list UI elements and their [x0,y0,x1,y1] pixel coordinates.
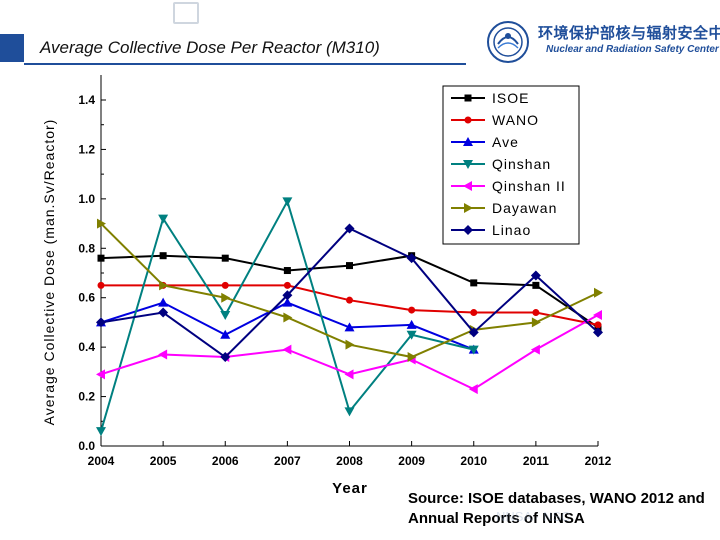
data-point-isoe [97,254,105,262]
data-point-linao [96,317,106,328]
x-tick-label: 2004 [88,454,115,468]
data-point-qinshan [220,311,231,321]
legend-label-ave: Ave [492,134,519,150]
decorative-square [173,2,199,24]
data-point-dayawan [407,352,417,363]
y-tick-label: 0.8 [78,241,95,255]
data-point-linao [406,253,417,264]
x-tick-label: 2008 [336,454,363,468]
data-point-isoe [221,254,229,262]
y-tick-label: 0.0 [78,439,95,453]
data-point-wano [97,281,105,289]
y-tick-label: 1.4 [78,93,95,107]
data-point-dayawan [159,280,169,291]
data-point-qinshan [406,330,417,340]
legend-marker-qinshan-ii [463,181,472,191]
data-point-qinshan-ii [530,344,540,355]
y-tick-label: 0.4 [78,340,95,354]
x-tick-label: 2005 [150,454,177,468]
x-tick-label: 2011 [523,454,549,468]
data-point-ave [220,329,231,339]
y-axis-title: Average Collective Dose (man.Sv/Reactor) [41,119,57,426]
data-point-qinshan [96,427,106,437]
data-point-ave [282,297,293,307]
nrsc-logo-icon [487,21,529,63]
data-point-qinshan [158,214,169,224]
legend-label-qinshan: Qinshan [492,156,551,172]
data-point-dayawan [97,218,106,229]
data-point-linao [530,270,541,281]
x-tick-label: 2006 [212,454,239,468]
slide-title: Average Collective Dose Per Reactor (M31… [40,38,380,57]
data-point-linao [220,352,231,363]
x-tick-label: 2007 [274,454,301,468]
data-point-wano [594,321,602,329]
data-point-linao [593,327,603,338]
y-tick-label: 1.0 [78,192,95,206]
source-note: Source: ISOE databases, WANO 2012 and An… [408,490,705,527]
data-point-isoe [532,281,540,289]
data-point-ave [158,297,169,307]
data-point-qinshan [468,345,479,355]
title-accent-bar [0,34,24,62]
header-bar [0,0,720,80]
data-point-wano [470,309,478,317]
data-point-wano [346,296,353,304]
x-tick-label: 2009 [398,454,425,468]
legend-label-wano: WANO [492,112,539,128]
legend-label-dayawan: Dayawan [492,200,557,216]
data-point-qinshan-ii [344,369,354,380]
data-point-wano [283,281,291,289]
data-point-dayawan [345,339,355,350]
data-point-qinshan-ii [593,310,602,321]
legend-marker-wano [464,116,472,124]
data-point-linao [468,327,479,338]
data-point-isoe [346,262,353,270]
legend-label-linao: Linao [492,222,531,238]
legend-marker-dayawan [464,203,473,213]
data-point-dayawan [283,312,293,323]
org-name-english: Nuclear and Radiation Safety Center [546,44,719,55]
data-point-qinshan-ii [282,344,292,355]
data-point-qinshan-ii [158,349,168,360]
legend-marker-linao [463,225,473,235]
data-point-isoe [159,252,167,260]
data-point-dayawan [531,317,541,328]
org-name-chinese: 环境保护部核与辐射安全中心 [538,25,720,42]
y-tick-label: 0.2 [78,390,95,404]
x-tick-label: 2012 [585,454,612,468]
data-point-isoe [283,267,291,275]
y-tick-label: 1.2 [78,142,95,156]
legend-marker-qinshan [463,160,473,169]
data-point-qinshan [282,197,293,207]
data-point-ave [406,319,417,329]
data-point-linao [158,307,169,318]
data-point-qinshan-ii [468,384,478,395]
data-point-wano [221,281,229,289]
legend-marker-ave [463,137,473,146]
legend-marker-isoe [464,94,472,102]
data-point-wano [408,306,416,314]
x-tick-label: 2010 [460,454,487,468]
data-point-wano [532,309,540,317]
legend-label-isoe: ISOE [492,90,529,106]
data-point-isoe [470,279,478,287]
data-point-dayawan [221,292,231,303]
watermark: NNSA · NSC [496,509,571,524]
data-point-dayawan [594,287,603,298]
data-point-linao [344,223,355,234]
legend-label-qinshan-ii: Qinshan II [492,178,566,194]
title-underline [24,63,466,65]
x-axis-title: Year [332,480,368,497]
y-tick-label: 0.6 [78,291,95,305]
data-point-qinshan-ii [96,369,105,380]
data-point-ave [344,322,355,332]
data-point-linao [282,290,293,301]
data-point-qinshan [344,407,355,417]
